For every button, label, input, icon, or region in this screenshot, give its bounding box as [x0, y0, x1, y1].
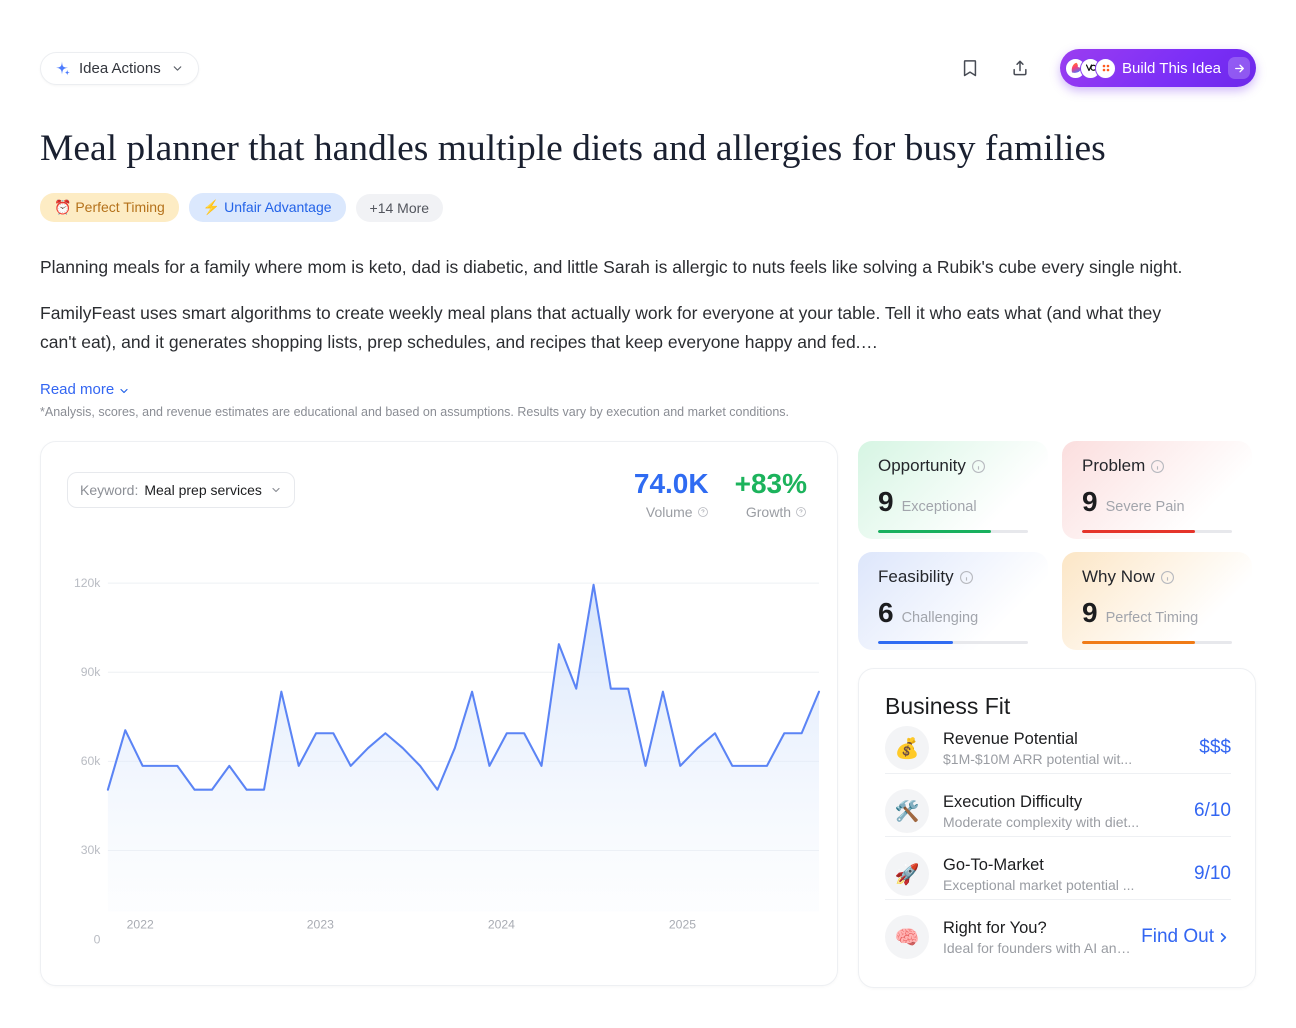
- svg-text:90k: 90k: [81, 665, 102, 679]
- svg-text:120k: 120k: [74, 576, 101, 590]
- svg-text:2024: 2024: [488, 917, 515, 931]
- svg-text:30k: 30k: [81, 843, 102, 857]
- svg-text:2025: 2025: [669, 917, 696, 931]
- svg-text:2022: 2022: [127, 917, 154, 931]
- svg-text:0: 0: [94, 932, 101, 946]
- svg-text:2023: 2023: [307, 917, 334, 931]
- svg-text:60k: 60k: [81, 754, 102, 768]
